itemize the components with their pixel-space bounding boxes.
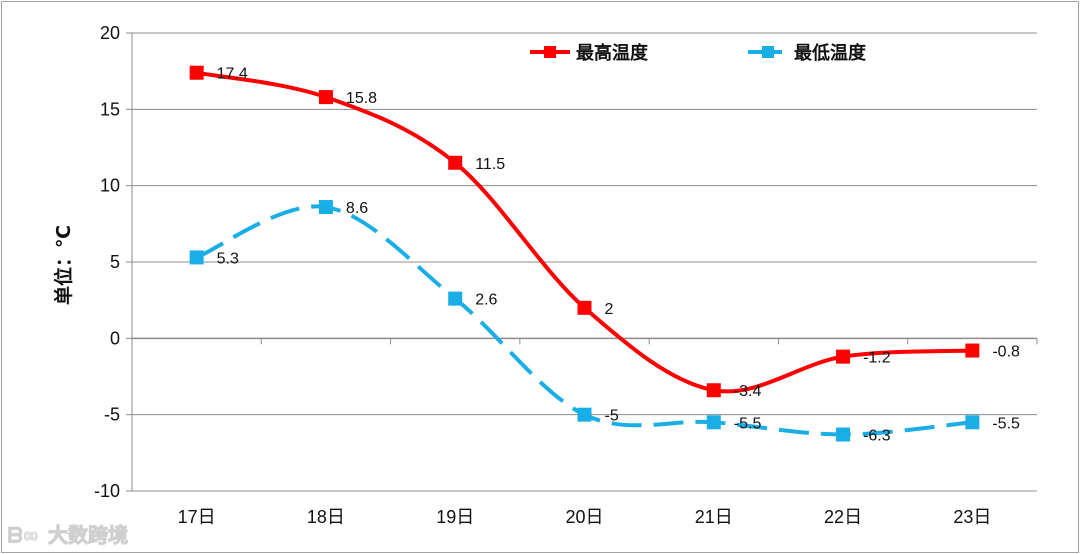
y-tick-label: 5: [110, 252, 120, 272]
data-label-high: -0.8: [992, 344, 1020, 361]
data-label-high: 15.8: [346, 90, 377, 107]
series-markers-low: [189, 200, 980, 442]
data-point-low: [318, 200, 333, 215]
data-point-high: [577, 300, 592, 315]
data-label-low: -5: [605, 408, 619, 425]
y-tick-label: 15: [100, 99, 120, 119]
data-point-high: [836, 349, 851, 364]
y-axis-ticks: 20 15 10 5 0 -5 -10: [94, 23, 120, 501]
data-point-low: [189, 250, 204, 265]
watermark-text: 大数跨境: [48, 523, 128, 547]
data-point-low: [706, 415, 721, 430]
legend-label-low: 最低温度: [794, 42, 867, 64]
y-tick-label: -5: [104, 405, 120, 425]
data-labels-high: 17.4 15.8 11.5 2 -3.4 -1.2 -0.8: [217, 66, 1020, 401]
x-tick-label: 20日: [565, 507, 603, 527]
data-point-low: [448, 291, 463, 306]
x-tick-label: 23日: [953, 507, 991, 527]
data-label-high: 2: [605, 301, 614, 318]
x-tick-label: 21日: [695, 507, 733, 527]
axes: [126, 32, 1038, 492]
watermark: ᗷ∞ 大数跨境: [8, 523, 129, 548]
legend: 最高温度 最低温度: [530, 42, 867, 64]
data-label-low: -5.5: [992, 415, 1020, 432]
data-labels-low: 5.3 8.6 2.6 -5 -5.5 -6.3 -5.5: [217, 200, 1020, 444]
data-label-low: 5.3: [217, 250, 239, 267]
series-line-high: [196, 70, 973, 394]
legend-label-high: 最高温度: [576, 42, 649, 64]
legend-marker-high: [544, 46, 556, 58]
data-label-low: 2.6: [475, 292, 497, 309]
data-point-high: [448, 155, 463, 170]
x-tick-label: 22日: [824, 507, 862, 527]
series-markers-high: [189, 65, 980, 398]
data-label-low: -6.3: [863, 428, 891, 445]
data-label-high: -3.4: [734, 383, 762, 400]
y-tick-label: -10: [94, 481, 120, 501]
x-tick-label: 17日: [178, 507, 216, 527]
data-label-low: -5.5: [734, 415, 762, 432]
data-point-low: [965, 415, 980, 430]
y-axis-label: 单位：℃: [52, 225, 75, 305]
series-line-low: [195, 204, 973, 437]
data-label-low: 8.6: [346, 200, 368, 217]
data-point-low: [577, 407, 592, 422]
data-point-low: [836, 427, 851, 442]
data-point-high: [318, 90, 333, 105]
x-axis-ticks: 17日 18日 19日 20日 21日 22日 23日: [178, 507, 992, 527]
grid-lines: [132, 32, 1037, 492]
data-label-high: 17.4: [217, 66, 248, 83]
y-tick-label: 0: [110, 328, 120, 348]
x-tick-label: 19日: [436, 507, 474, 527]
data-point-high: [189, 65, 204, 80]
data-label-high: -1.2: [863, 350, 891, 367]
data-point-high: [706, 383, 721, 398]
data-label-high: 11.5: [475, 156, 505, 173]
data-point-high: [965, 343, 980, 358]
y-tick-label: 20: [100, 23, 120, 43]
watermark-logo-icon: ᗷ∞: [8, 523, 39, 547]
legend-item-low: 最低温度: [748, 42, 867, 64]
legend-item-high: 最高温度: [530, 42, 649, 64]
legend-marker-low: [762, 46, 774, 58]
x-tick-label: 18日: [307, 507, 345, 527]
y-tick-label: 10: [100, 176, 120, 196]
